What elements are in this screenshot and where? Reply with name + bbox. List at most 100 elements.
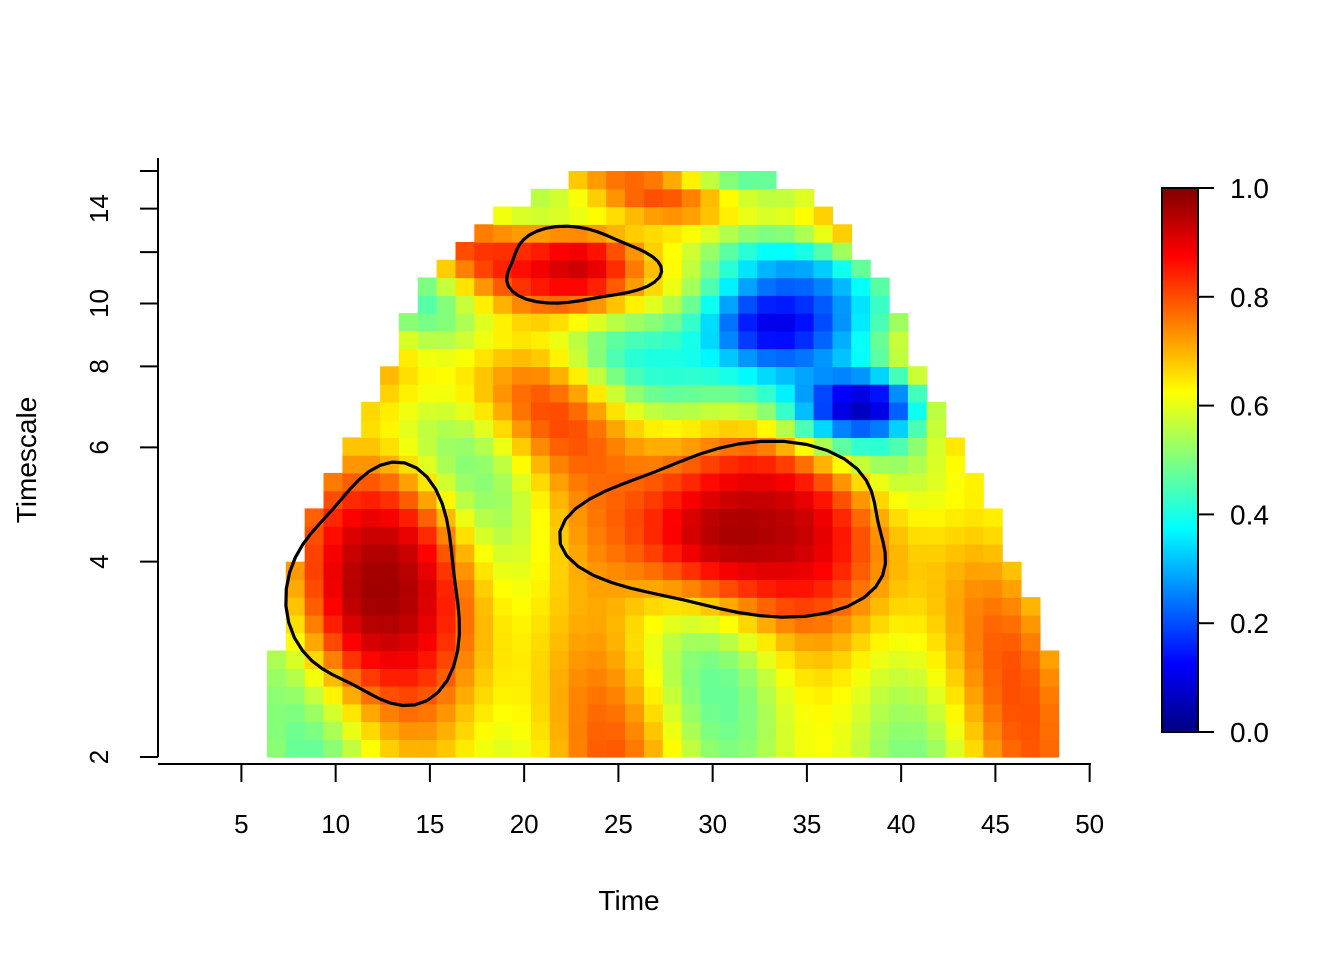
heatmap-cell — [285, 597, 306, 616]
heatmap-cell — [436, 579, 457, 598]
heatmap-cell — [398, 313, 419, 332]
heatmap-cell — [549, 384, 570, 403]
heatmap-cell — [794, 313, 815, 332]
heatmap-cell — [304, 686, 325, 705]
heatmap-cell — [983, 561, 1003, 581]
heatmap-cell — [851, 650, 871, 669]
heatmap-cell — [267, 668, 287, 687]
heatmap-cell — [662, 171, 683, 190]
heatmap-cell — [342, 597, 362, 616]
heatmap-cell — [323, 739, 343, 758]
heatmap-cell — [757, 632, 777, 652]
heatmap-cell — [870, 277, 890, 296]
heatmap-cell — [342, 508, 362, 527]
heatmap-cell — [870, 472, 890, 492]
heatmap-cell — [907, 384, 928, 403]
heatmap-cell — [417, 490, 438, 509]
heatmap-cell — [757, 579, 777, 598]
heatmap-cell — [361, 472, 381, 492]
heatmap-cell — [775, 455, 796, 474]
heatmap-cell — [417, 295, 438, 314]
heatmap-cell — [757, 295, 777, 314]
heatmap-cell — [587, 668, 607, 687]
heatmap-cell — [775, 668, 796, 687]
heatmap-cell — [625, 295, 645, 314]
heatmap-cell — [587, 277, 607, 296]
heatmap-cell — [681, 508, 702, 527]
heatmap-cell — [964, 632, 984, 652]
heatmap-cell — [775, 490, 796, 509]
heatmap-cell — [568, 686, 589, 705]
heatmap-cell — [700, 703, 720, 723]
heatmap-cell — [398, 703, 419, 723]
heatmap-cell — [738, 579, 758, 598]
heatmap-cell — [964, 650, 984, 669]
heatmap-cell — [606, 490, 626, 509]
heatmap-cell — [926, 401, 947, 421]
heatmap-cell — [662, 366, 683, 385]
heatmap-cell — [380, 597, 400, 616]
colorbar: 0.0 0.2 0.4 0.6 0.8 1.0 — [1161, 173, 1269, 748]
heatmap-cell — [493, 614, 513, 634]
heatmap-cell — [493, 472, 513, 492]
heatmap-cell — [813, 206, 834, 225]
heatmap-cell — [870, 686, 890, 705]
heatmap-cell — [813, 739, 834, 758]
heatmap-cell — [417, 384, 438, 403]
heatmap-cell — [530, 419, 551, 438]
heatmap-cell — [851, 384, 871, 403]
heatmap-cell — [417, 650, 438, 669]
heatmap-cell — [568, 384, 589, 403]
heatmap-cell — [455, 277, 475, 296]
heatmap-cell — [662, 614, 683, 634]
heatmap-cell — [549, 703, 570, 723]
heatmap-cell — [926, 597, 947, 616]
heatmap-cell — [625, 668, 645, 687]
heatmap-cell — [455, 508, 475, 527]
heatmap-cell — [813, 614, 834, 634]
heatmap-cell — [700, 295, 720, 314]
heatmap-cell — [493, 632, 513, 652]
heatmap-cell — [323, 543, 343, 563]
heatmap-cell — [606, 188, 626, 208]
heatmap-cell — [474, 668, 494, 687]
heatmap-cell — [512, 614, 532, 634]
heatmap-cell — [398, 419, 419, 438]
heatmap-cell — [794, 224, 815, 243]
heatmap-cell — [474, 703, 494, 723]
heatmap-cell — [700, 419, 720, 438]
heatmap-cell — [1021, 721, 1041, 740]
heatmap-cell — [757, 597, 777, 616]
heatmap-cell — [1039, 703, 1060, 723]
heatmap-cell — [380, 437, 400, 456]
heatmap-cell — [851, 401, 871, 421]
heatmap-cell — [644, 721, 664, 740]
heatmap-cell — [493, 703, 513, 723]
heatmap-cell — [907, 579, 928, 598]
heatmap-cell — [417, 277, 438, 296]
heatmap-cell — [436, 597, 457, 616]
heatmap-cell — [700, 490, 720, 509]
heatmap-cells — [267, 171, 1060, 758]
colorbar-tick-label: 0.8 — [1230, 282, 1269, 313]
heatmap-cell — [775, 650, 796, 669]
heatmap-cell — [606, 437, 626, 456]
heatmap-cell — [757, 259, 777, 279]
heatmap-cell — [813, 224, 834, 243]
heatmap-cell — [530, 348, 551, 367]
heatmap-cell — [493, 366, 513, 385]
heatmap-cell — [549, 632, 570, 652]
heatmap-cell — [794, 543, 815, 563]
heatmap-cell — [587, 686, 607, 705]
heatmap-cell — [512, 490, 532, 509]
heatmap-cell — [342, 455, 362, 474]
heatmap-cell — [417, 401, 438, 421]
heatmap-cell — [738, 171, 758, 190]
heatmap-cell — [700, 721, 720, 740]
heatmap-cell — [681, 650, 702, 669]
heatmap-cell — [512, 348, 532, 367]
heatmap-cell — [549, 668, 570, 687]
heatmap-cell — [606, 597, 626, 616]
heatmap-cell — [1021, 614, 1041, 634]
heatmap-cell — [304, 721, 325, 740]
